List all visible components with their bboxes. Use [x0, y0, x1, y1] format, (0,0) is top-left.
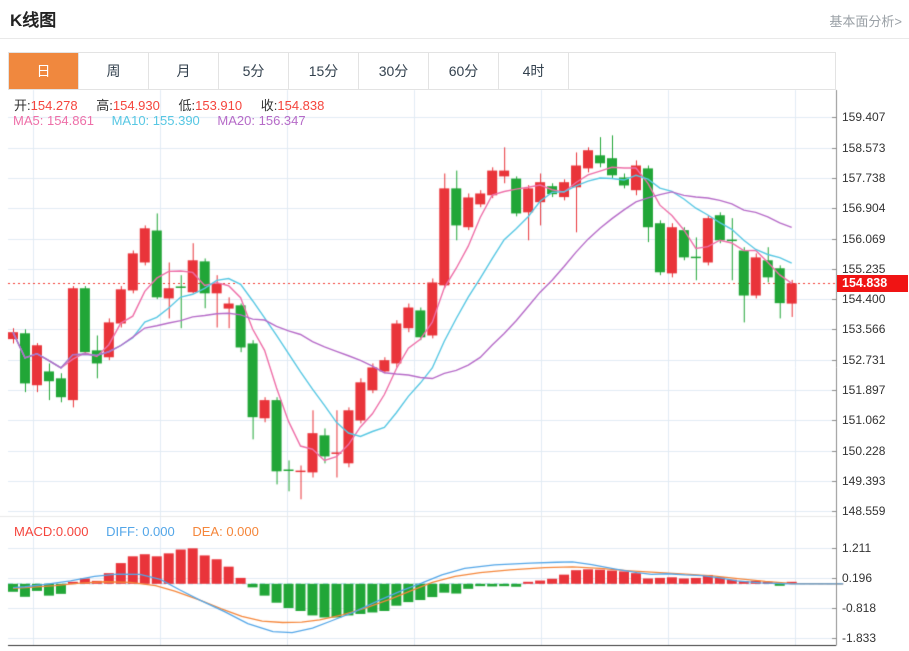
tab-period-6[interactable]: 60分: [429, 53, 499, 89]
tab-period-5[interactable]: 30分: [359, 53, 429, 89]
price-axis-label: 149.393: [842, 474, 886, 489]
ma-legend-row: MA5: 154.861 MA10: 155.390 MA20: 156.347: [13, 113, 320, 128]
close-label: 收:: [260, 98, 278, 113]
tab-period-2[interactable]: 月: [149, 53, 219, 89]
price-axis-label: 159.407: [842, 110, 886, 125]
tab-period-0[interactable]: 日: [9, 53, 79, 89]
macd-legend: MACD:0.000: [14, 524, 89, 539]
macd-axis-label: 0.196: [842, 571, 873, 585]
fundamental-analysis-link[interactable]: 基本面分析>: [829, 14, 902, 29]
ma5-legend: MA5: 154.861: [13, 113, 94, 128]
price-axis-label: 158.573: [842, 140, 886, 155]
price-axis-label: 152.731: [842, 352, 886, 367]
tab-period-7[interactable]: 4时: [499, 53, 569, 89]
tab-period-4[interactable]: 15分: [289, 53, 359, 89]
ma10-legend: MA10: 155.390: [111, 113, 200, 128]
page-title: K线图: [10, 11, 57, 30]
macd-axis-label: -1.833: [842, 630, 877, 645]
tab-period-1[interactable]: 周: [79, 53, 149, 89]
high-value: 154.930: [112, 98, 160, 113]
price-axis-label: 150.228: [842, 443, 886, 458]
open-label: 开:: [14, 98, 31, 113]
header-divider: [0, 38, 909, 39]
tab-period-3[interactable]: 5分: [219, 53, 289, 89]
price-axis-label: 148.559: [842, 504, 886, 519]
price-axis-label: 151.062: [842, 413, 886, 428]
low-value: 153.910: [195, 98, 243, 113]
close-value: 154.838: [277, 98, 325, 113]
tab-filler: [569, 53, 835, 89]
open-value: 154.278: [30, 98, 78, 113]
price-axis-label: 156.904: [842, 201, 886, 216]
dea-legend: DEA: 0.000: [192, 524, 259, 539]
high-label: 高:: [96, 98, 113, 113]
price-axis-label: 154.400: [842, 292, 886, 307]
macd-legend-row: MACD:0.000 DIFF: 0.000 DEA: 0.000: [14, 524, 273, 539]
macd-axis-label: 1.211: [842, 541, 872, 555]
low-label: 低:: [178, 98, 196, 113]
macd-axis-label: -0.818: [842, 600, 877, 615]
current-price-badge: 154.838: [837, 274, 908, 292]
ohlc-row: 开:154.278 高:154.930 低:153.910 收:154.838: [14, 95, 339, 114]
price-axis-label: 151.897: [842, 383, 886, 398]
diff-legend: DIFF: 0.000: [106, 524, 175, 539]
ma20-legend: MA20: 156.347: [217, 113, 306, 128]
price-axis-label: 153.566: [842, 322, 886, 337]
period-tabs: 日周月 5分 15分 30分 60分 4时: [8, 52, 836, 90]
price-axis-label: 157.738: [842, 170, 886, 185]
price-axis-label: 156.069: [842, 231, 886, 246]
price-axis-label: 155.235: [842, 261, 886, 276]
